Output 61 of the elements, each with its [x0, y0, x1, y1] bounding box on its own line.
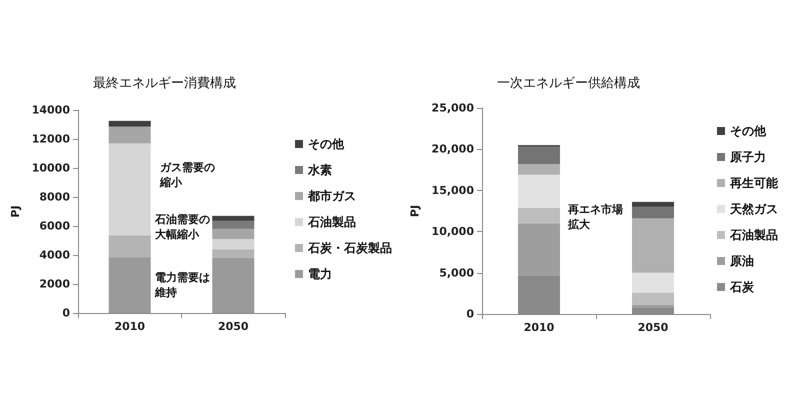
- legend-label: 水素: [307, 163, 332, 177]
- bar: [518, 146, 560, 164]
- bar: [108, 143, 151, 236]
- annotation: 再エネ市場拡大: [567, 203, 623, 231]
- legend-label: 原油: [729, 254, 754, 268]
- bar: [212, 258, 254, 313]
- legend-label: 石炭・石炭製品: [307, 241, 392, 255]
- y-tick-label: 4000: [39, 248, 70, 262]
- bar: [632, 202, 674, 207]
- legend-label: その他: [308, 137, 345, 151]
- y-tick-label: 14000: [32, 104, 70, 116]
- bar: [108, 120, 151, 127]
- bar: [632, 272, 674, 293]
- bar: [212, 228, 254, 240]
- bar: [212, 239, 254, 250]
- y-tick-label: 15,000: [432, 184, 474, 197]
- legend-label: 再生可能: [729, 176, 779, 190]
- legend-label: 石油製品: [307, 215, 356, 229]
- bar: [108, 257, 151, 313]
- bar: [632, 206, 674, 218]
- annotation: 石油需要の大幅縮小: [154, 213, 210, 241]
- legend-label: 石油製品: [729, 228, 778, 242]
- y-tick-label: 8000: [39, 190, 70, 204]
- legend-label: 都市ガス: [307, 189, 356, 203]
- y-tick-label: 5,000: [439, 266, 474, 280]
- y-axis-title: PJ: [408, 204, 422, 218]
- y-tick-label: 20,000: [432, 142, 474, 156]
- x-tick-label: 2050: [218, 320, 249, 333]
- legend-label: その他: [730, 124, 767, 138]
- legend-label: 原子力: [729, 150, 766, 164]
- y-tick-label: 6000: [39, 220, 70, 232]
- bar: [518, 174, 560, 208]
- bar: [632, 304, 674, 308]
- bar: [212, 249, 254, 258]
- chart-title: 最終エネルギー消費構成: [93, 76, 236, 91]
- bar: [212, 220, 254, 229]
- y-tick-label: 0: [62, 306, 70, 320]
- x-tick-label: 2050: [638, 321, 669, 334]
- bar: [632, 292, 674, 305]
- bar: [518, 223, 560, 276]
- y-tick-label: 2000: [39, 278, 70, 290]
- x-tick-label: 2010: [114, 320, 146, 333]
- annotation: 電力需要は維持: [154, 271, 210, 299]
- y-axis-title: PJ: [8, 205, 22, 218]
- bar: [212, 216, 254, 221]
- legend-label: 天然ガス: [729, 202, 778, 216]
- bar: [108, 126, 151, 144]
- legend-label: 石炭: [729, 280, 755, 294]
- legend-label: 電力: [308, 267, 332, 281]
- chart-title: 一次エネルギー供給構成: [497, 76, 640, 91]
- y-tick-label: 10000: [32, 162, 70, 174]
- bar: [518, 164, 560, 175]
- y-tick-label: 10,000: [432, 225, 474, 238]
- y-tick-label: 12000: [32, 132, 70, 146]
- annotation: ガス需要の縮小: [159, 161, 215, 189]
- x-tick-label: 2010: [524, 321, 555, 334]
- bar: [108, 235, 151, 258]
- y-tick-label: 25,000: [432, 102, 474, 114]
- bar: [518, 208, 560, 224]
- y-tick-label: 0: [466, 308, 474, 320]
- bar: [632, 218, 674, 273]
